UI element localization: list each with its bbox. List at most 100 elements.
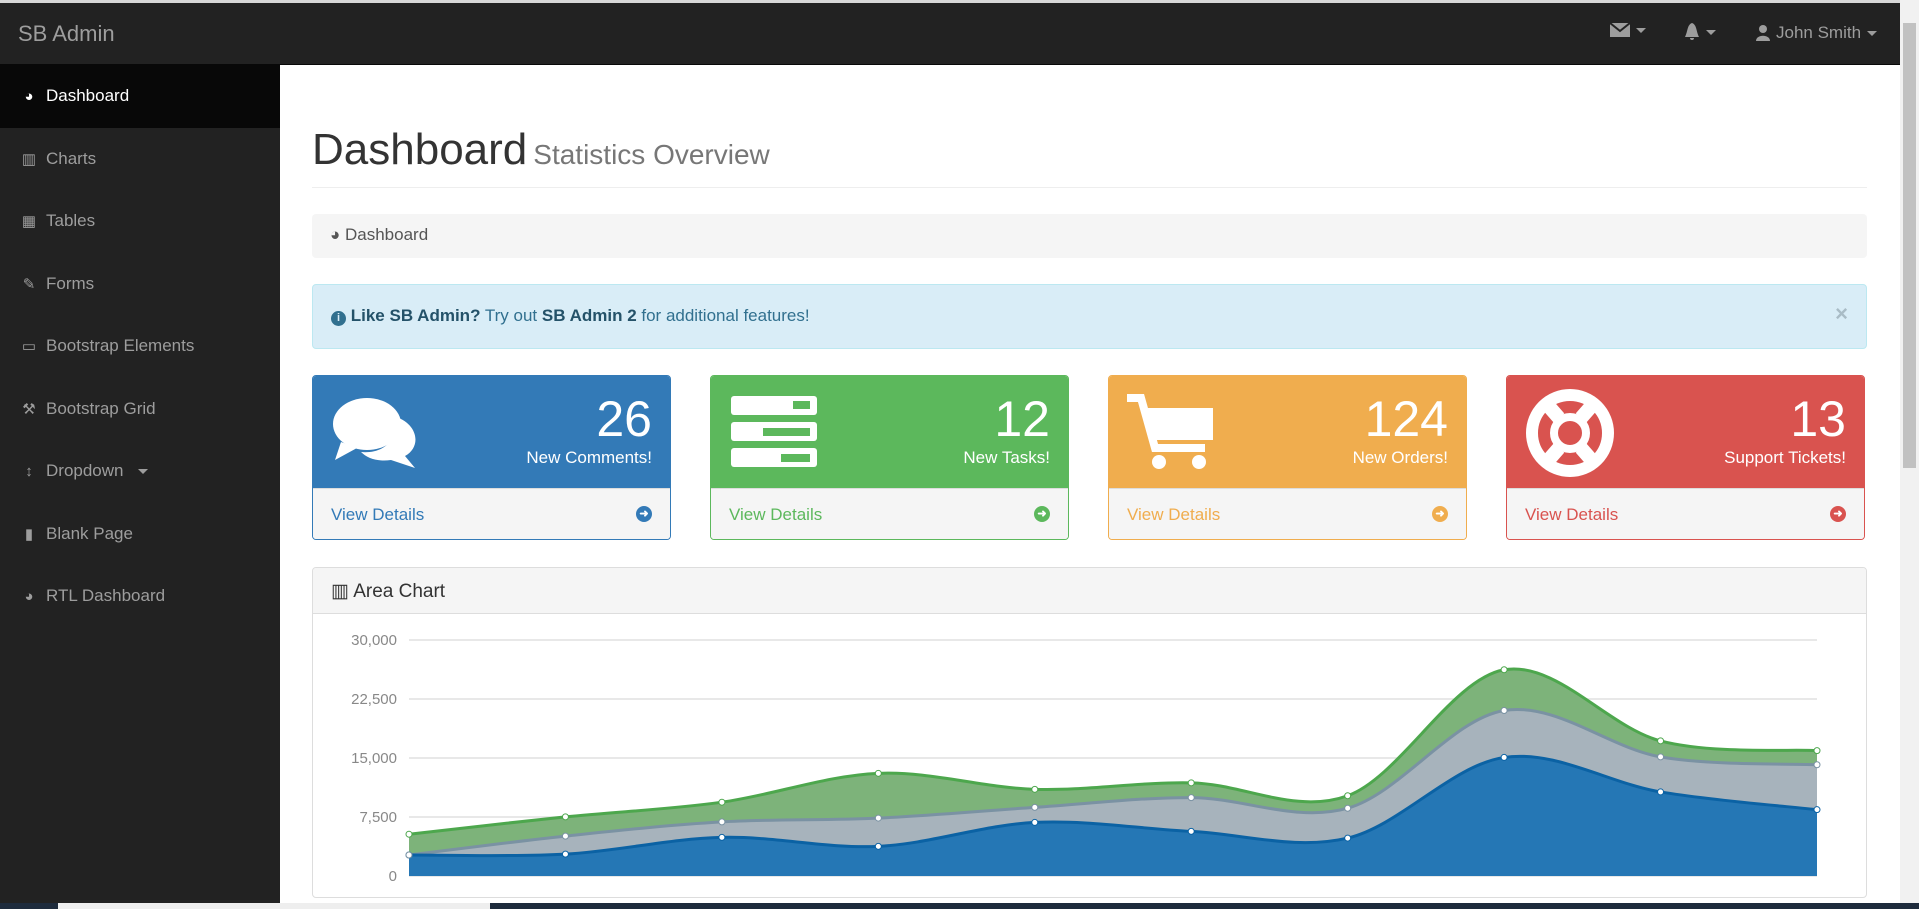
sidebar-item-bootstrap-elements[interactable]: ▭ Bootstrap Elements [0,315,280,378]
sidebar-item-dropdown[interactable]: ↕ Dropdown [0,440,280,503]
data-point[interactable] [1500,706,1508,714]
divider [312,187,1867,188]
info-alert: i Like SB Admin? Try out SB Admin 2 for … [312,284,1867,349]
data-point[interactable] [874,842,882,850]
data-point[interactable] [874,769,882,777]
sidebar-item-blank-page[interactable]: ▮ Blank Page [0,503,280,566]
data-point[interactable] [874,814,882,822]
user-name: John Smith [1776,23,1862,42]
vertical-scrollbar[interactable] [1900,0,1919,903]
data-point[interactable] [405,830,413,838]
panel-heading: ▥ Area Chart [313,568,1866,614]
panel-count: 26 [596,391,652,447]
dashboard-icon: ◕ [24,87,34,105]
y-tick-label: 22,500 [351,691,397,708]
close-alert-button[interactable]: × [1835,301,1848,326]
user-icon [1756,25,1770,41]
caret-icon [137,468,148,474]
envelope-icon [1610,23,1630,37]
data-point[interactable] [1344,834,1352,842]
desktop-icon: ▭ [21,338,37,356]
comments-panel: 26 New Comments! View Details ➜ [312,375,671,540]
sidebar-item-rtl-dashboard[interactable]: ◕ RTL Dashboard [0,565,280,628]
shopping-cart-icon [1127,394,1213,469]
data-point[interactable] [1187,779,1195,787]
sidebar-item-forms[interactable]: ✎ Forms [0,253,280,316]
sidebar-item-label: RTL Dashboard [46,586,166,606]
view-details-link[interactable]: View Details ➜ [313,488,670,539]
tasks-icon [731,396,817,467]
sidebar-item-bootstrap-grid[interactable]: ⚒ Bootstrap Grid [0,378,280,441]
main-content: Dashboard Statistics Overview ◕ Dashboard… [280,65,1900,903]
arrow-circle-right-icon: ➜ [1830,506,1846,522]
panel-label: Support Tickets! [1724,448,1846,467]
data-point[interactable] [1187,827,1195,835]
top-navbar: SB Admin John Smith [0,3,1900,65]
arrows-v-icon: ↕ [25,462,33,480]
data-point[interactable] [1344,804,1352,812]
data-point[interactable] [718,798,726,806]
data-point[interactable] [1031,785,1039,793]
view-details-link[interactable]: View Details ➜ [1507,488,1864,539]
support-panel: 13 Support Tickets! View Details ➜ [1506,375,1865,540]
data-point[interactable] [1031,818,1039,826]
data-point[interactable] [1500,753,1508,761]
sidebar-item-label: Dashboard [46,86,130,106]
alert-text: Try out [480,306,542,325]
data-point[interactable] [405,851,413,859]
area-series-0 [409,756,1817,876]
data-point[interactable] [1500,666,1508,674]
data-point[interactable] [1813,761,1821,769]
page-title: Dashboard [312,125,528,174]
dashboard-icon: ◕ [330,225,345,244]
caret-icon [1867,30,1878,36]
data-point[interactable] [1657,788,1665,796]
arrow-circle-right-icon: ➜ [1432,506,1448,522]
y-tick-label: 30,000 [351,632,397,649]
y-tick-label: 7,500 [359,809,397,826]
view-details-link[interactable]: View Details ➜ [1109,488,1466,539]
data-point[interactable] [1657,753,1665,761]
sidebar-item-label: Dropdown [46,461,124,481]
sidebar-item-dashboard[interactable]: ◕ Dashboard [0,65,280,128]
sidebar-item-tables[interactable]: ▦ Tables [0,190,280,253]
user-dropdown[interactable]: John Smith [1756,23,1878,43]
data-point[interactable] [1813,806,1821,814]
sidebar-item-charts[interactable]: ▥ Charts [0,128,280,191]
area-chart-panel: ▥ Area Chart 0 7,500 15,000 22,500 30,000 [312,567,1867,898]
caret-icon [1636,27,1646,33]
data-point[interactable] [1187,794,1195,802]
arrow-circle-right-icon: ➜ [1034,506,1050,522]
data-point[interactable] [718,833,726,841]
sidebar-item-label: Bootstrap Elements [46,336,195,356]
data-point[interactable] [561,813,569,821]
view-details-link[interactable]: View Details ➜ [711,488,1068,539]
data-point[interactable] [561,850,569,858]
alert-text: for additional features! [636,306,810,325]
taskbar [0,903,1919,909]
panel-count: 13 [1790,391,1846,447]
bell-icon [1685,23,1699,40]
brand-link[interactable]: SB Admin [18,21,115,46]
data-point[interactable] [1031,803,1039,811]
data-point[interactable] [718,818,726,826]
panel-label: New Orders! [1352,448,1448,467]
data-point[interactable] [561,832,569,840]
edit-icon: ✎ [22,275,36,293]
data-point[interactable] [1657,737,1665,745]
data-point[interactable] [1344,792,1352,800]
panel-title: Area Chart [353,581,446,602]
bar-chart-icon: ▥ [331,581,354,602]
messages-dropdown[interactable] [1610,23,1646,37]
scrollbar-thumb[interactable] [1903,23,1916,468]
bar-chart-icon: ▥ [21,150,37,168]
breadcrumb-item: Dashboard [345,225,429,244]
data-point[interactable] [1813,747,1821,755]
info-icon: i [331,311,346,326]
alerts-dropdown[interactable] [1684,23,1716,41]
panel-count: 124 [1364,391,1448,447]
caret-icon [1706,29,1716,35]
sb-admin-2-link[interactable]: SB Admin 2 [541,306,637,325]
file-icon: ▮ [24,525,34,543]
series-line-0 [408,754,1818,858]
